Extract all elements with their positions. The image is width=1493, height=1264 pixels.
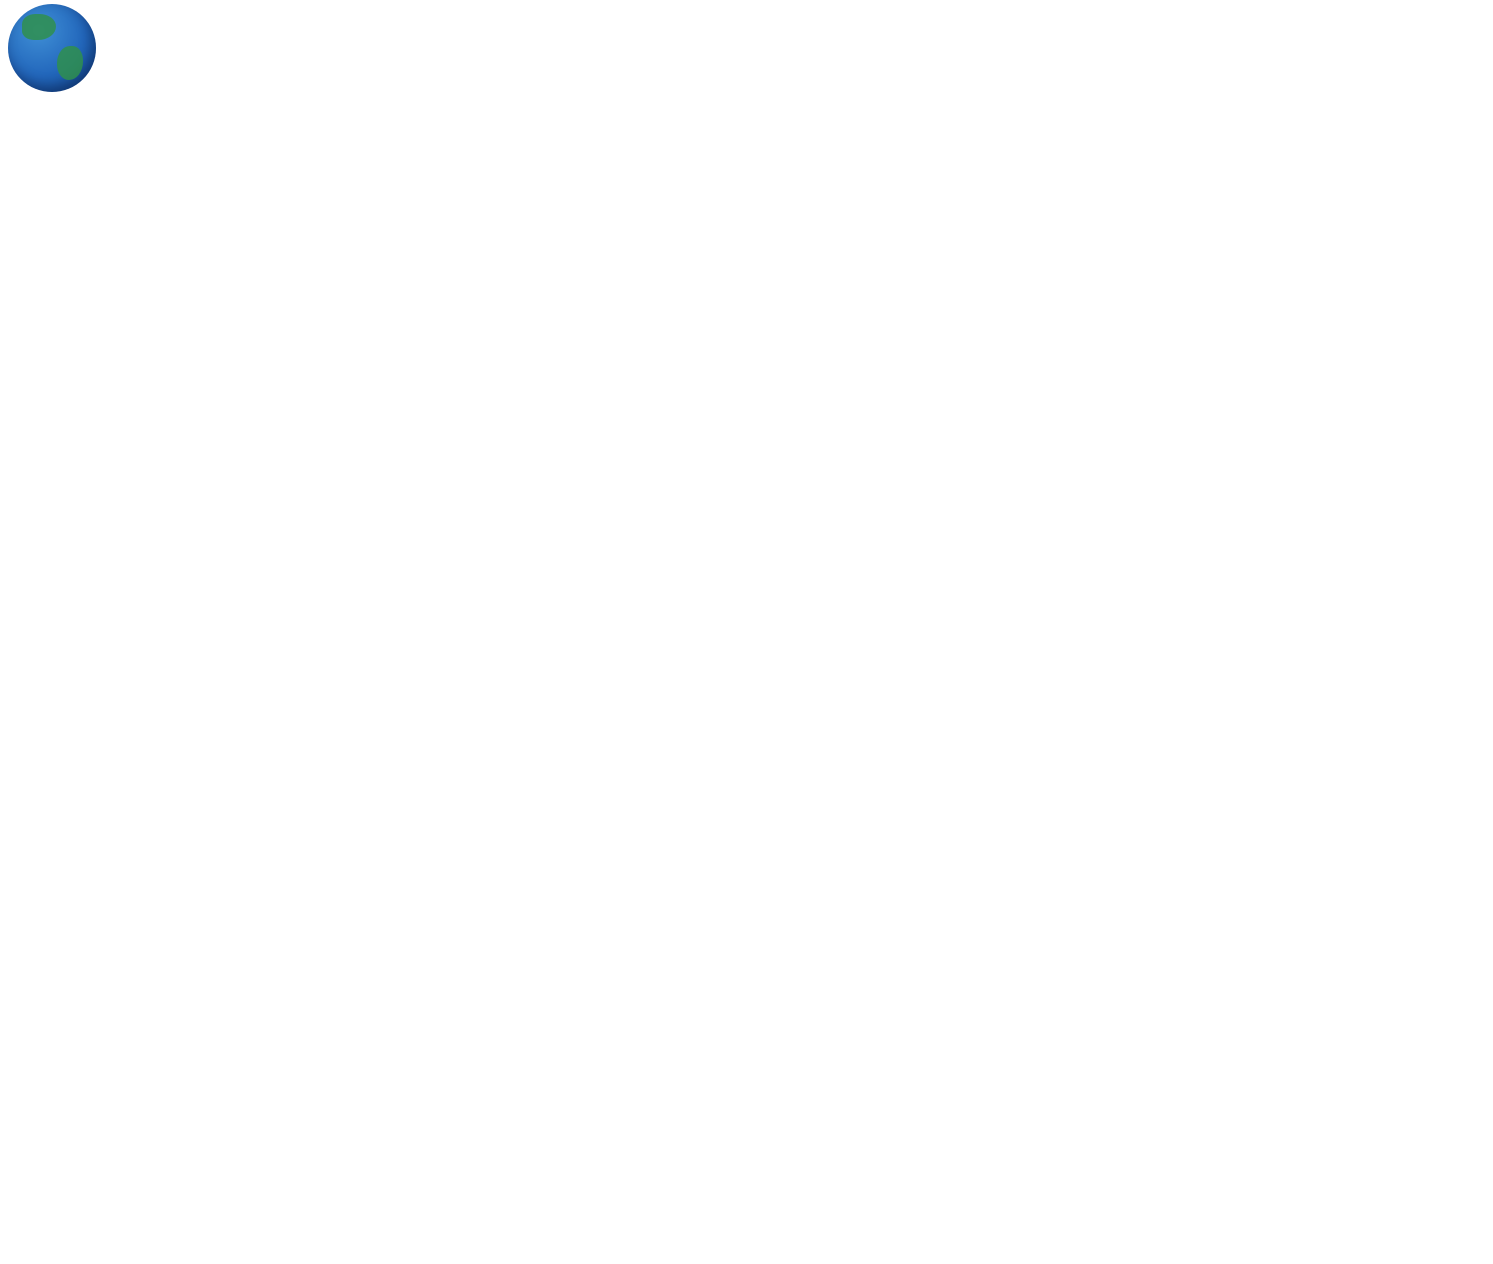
- coaps-logo: [8, 4, 96, 92]
